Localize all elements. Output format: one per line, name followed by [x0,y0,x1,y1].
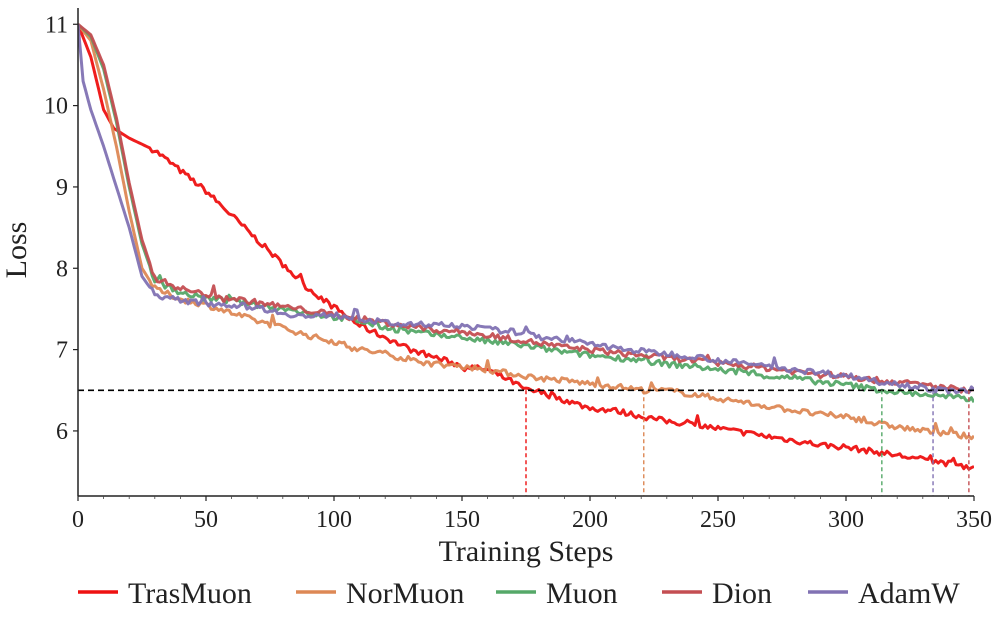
legend-label-adamw: AdamW [858,577,960,610]
x-tick-label: 50 [194,507,218,533]
legend-label-muon: Muon [546,577,618,610]
x-axis-label: Training Steps [439,535,614,568]
y-tick-label: 11 [45,12,68,38]
legend-label-trasmuon: TrasMuon [128,577,252,610]
series-line-muon [78,23,974,404]
x-tick-label: 0 [72,507,84,533]
x-tick-label: 100 [316,507,352,533]
x-tick-label: 250 [700,507,736,533]
series-line-adamw [78,24,974,395]
threshold-layer [78,389,974,496]
legend: TrasMuon NorMuon Muon Dion AdamW [78,577,960,610]
x-tick-label: 200 [572,507,608,533]
y-tick-label: 8 [56,256,68,282]
legend-label-normuon: NorMuon [346,577,464,610]
x-tick-label: 300 [828,507,864,533]
series-line-normuon [78,23,974,441]
y-tick-label: 10 [44,94,68,120]
y-tick-label: 9 [56,175,68,201]
series-line-trasmuon [78,23,974,471]
y-tick-label: 6 [56,419,68,445]
series-line-dion [78,23,974,394]
axes: 0 50 100 150 200 250 300 350 6 7 8 9 10 11 [44,8,992,533]
y-tick-label: 7 [56,338,68,364]
legend-label-dion: Dion [712,577,772,610]
x-tick-label: 150 [444,507,480,533]
y-axis-label: Loss [0,222,33,279]
series-layer [78,23,974,471]
x-tick-label: 350 [956,507,992,533]
